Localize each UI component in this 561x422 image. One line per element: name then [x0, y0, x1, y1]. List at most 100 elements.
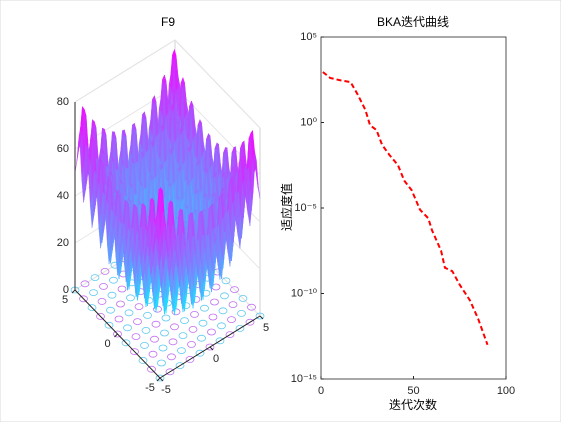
contour	[207, 328, 216, 336]
plot-area	[320, 36, 507, 380]
contour	[89, 289, 98, 297]
x-axis-label: 迭代次数	[389, 397, 437, 412]
contour	[90, 274, 100, 282]
contour	[126, 294, 135, 302]
contour	[131, 333, 141, 341]
x-tick-label: 50	[407, 385, 419, 397]
z-tick-label: 0	[63, 284, 69, 296]
contour	[200, 304, 209, 312]
contour	[99, 282, 108, 290]
y-tick	[71, 289, 76, 294]
contour	[208, 313, 218, 321]
chart-title: F9	[161, 15, 175, 29]
contour	[245, 318, 255, 326]
x-tick-label: 100	[497, 385, 515, 397]
contour	[180, 317, 189, 325]
contour	[177, 347, 186, 355]
z-tick-label: 20	[57, 237, 69, 249]
contour	[87, 304, 97, 312]
line	[322, 71, 489, 346]
y-tick	[114, 333, 118, 338]
contour	[104, 321, 114, 329]
z-tick-label: 40	[57, 190, 69, 202]
contour	[237, 309, 246, 317]
contour	[230, 286, 239, 294]
contour	[138, 356, 148, 364]
y-axis-label: 适应度值	[279, 183, 294, 231]
contour	[147, 365, 156, 373]
contour	[148, 350, 158, 358]
contour	[160, 329, 169, 337]
grid-line	[174, 39, 261, 129]
contour	[238, 294, 248, 302]
contour	[197, 334, 206, 342]
z-tick-label: 80	[57, 96, 69, 108]
contour	[175, 362, 185, 370]
contour	[114, 315, 124, 323]
contour	[205, 343, 215, 351]
contour	[151, 320, 161, 328]
contour	[170, 323, 179, 331]
x-tick	[259, 315, 264, 320]
contour	[188, 325, 198, 333]
contour	[155, 374, 165, 382]
contour	[116, 300, 125, 308]
contour	[109, 276, 118, 284]
grid-line	[74, 39, 176, 103]
contour	[185, 355, 195, 363]
contour	[217, 322, 226, 330]
contour	[124, 309, 134, 317]
contour	[168, 338, 178, 346]
x-tick-label: 5	[263, 322, 269, 334]
contour	[143, 311, 152, 319]
contour	[96, 312, 105, 320]
contour	[106, 306, 115, 314]
contour	[181, 302, 191, 310]
contour	[117, 285, 127, 293]
chart-title: BKA迭代曲线	[377, 15, 449, 29]
contour	[140, 341, 149, 349]
contour	[97, 297, 107, 305]
y-tick-label: 0	[104, 338, 110, 350]
y-tick-label: -5	[145, 382, 155, 394]
contour	[198, 319, 208, 327]
y-tick-label: 10⁻¹⁵	[291, 373, 317, 385]
contour	[79, 295, 88, 303]
contour	[247, 303, 256, 311]
x-tick	[159, 377, 164, 382]
contour	[190, 310, 199, 318]
contour	[107, 291, 117, 299]
contour	[130, 348, 139, 356]
contour	[167, 353, 176, 361]
contour	[141, 326, 151, 334]
contour	[255, 312, 265, 320]
contour	[187, 340, 196, 348]
contour	[150, 335, 159, 343]
contour	[195, 349, 205, 357]
contour	[113, 330, 122, 338]
line-plot: 0 50 100 10⁻¹⁵ 10⁻¹⁰ 10⁻⁵ 10⁰ 10⁵	[291, 31, 515, 397]
surface-patch	[158, 234, 163, 261]
y-tick-label: 10⁻⁵	[294, 202, 317, 214]
contour	[100, 267, 110, 275]
y-tick-label: 10⁻¹⁰	[291, 287, 318, 299]
contour	[158, 344, 168, 352]
contour	[178, 332, 188, 340]
contour	[210, 298, 219, 306]
y-tick	[156, 377, 161, 382]
x-tick-label: -5	[161, 384, 171, 396]
contour	[144, 296, 154, 304]
contour	[228, 301, 238, 309]
y-tick-label: 10⁵	[300, 31, 317, 43]
x-tick	[209, 346, 214, 351]
contour	[225, 331, 235, 339]
contour	[218, 307, 228, 315]
contour	[221, 277, 231, 285]
contour	[161, 314, 171, 322]
y-tick-label: 10⁰	[300, 116, 317, 128]
contour	[80, 280, 90, 288]
contour	[134, 303, 144, 311]
contour	[220, 292, 229, 300]
